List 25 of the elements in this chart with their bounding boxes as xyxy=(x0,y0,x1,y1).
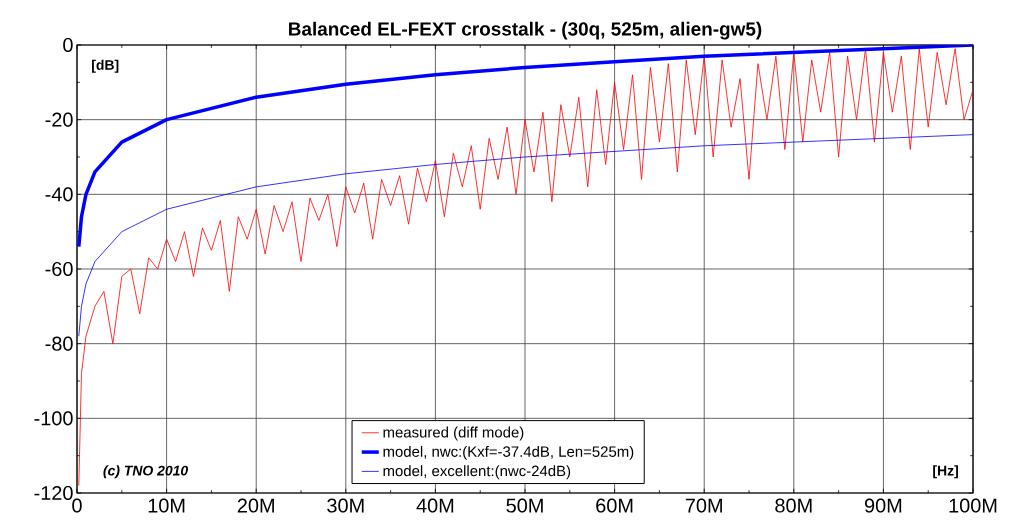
legend-label: measured (diff mode) xyxy=(383,426,524,441)
y-tick-label: -120 xyxy=(34,485,73,501)
chart-title: Balanced EL-FEXT crosstalk - (30q, 525m, alien-gw5) xyxy=(289,21,762,40)
x-tick-label: 20M xyxy=(237,498,274,513)
x-axis-title: [Hz] xyxy=(933,465,958,479)
y-tick-label: -80 xyxy=(45,336,73,351)
y-tick-label: -60 xyxy=(45,261,73,277)
y-tick-label: 0 xyxy=(63,37,73,53)
x-tick-label: 80M xyxy=(775,498,812,513)
x-tick-label: 10M xyxy=(148,498,185,513)
x-tick-label: 40M xyxy=(416,498,454,513)
y-axis-title: [dB] xyxy=(92,59,119,73)
y-tick-label: -100 xyxy=(34,411,73,426)
x-tick-label: 60M xyxy=(596,498,633,513)
x-tick-label: 30M xyxy=(327,498,364,513)
x-tick-label: 90M xyxy=(864,498,902,513)
x-tick-label: 70M xyxy=(685,498,722,513)
x-tick-label: 100M xyxy=(949,498,997,513)
line-series xyxy=(78,48,974,486)
y-tick-label: -40 xyxy=(45,187,73,202)
annotation: (c) TNO 2010 xyxy=(103,465,189,479)
y-tick-label: -20 xyxy=(45,112,73,127)
legend-label: model, excellent:(nwc-24dB) xyxy=(383,465,571,480)
x-tick-label: 50M xyxy=(506,498,543,513)
legend-label: model, nwc:(Kxf=-37.4dB, Len=525m) xyxy=(383,445,634,460)
